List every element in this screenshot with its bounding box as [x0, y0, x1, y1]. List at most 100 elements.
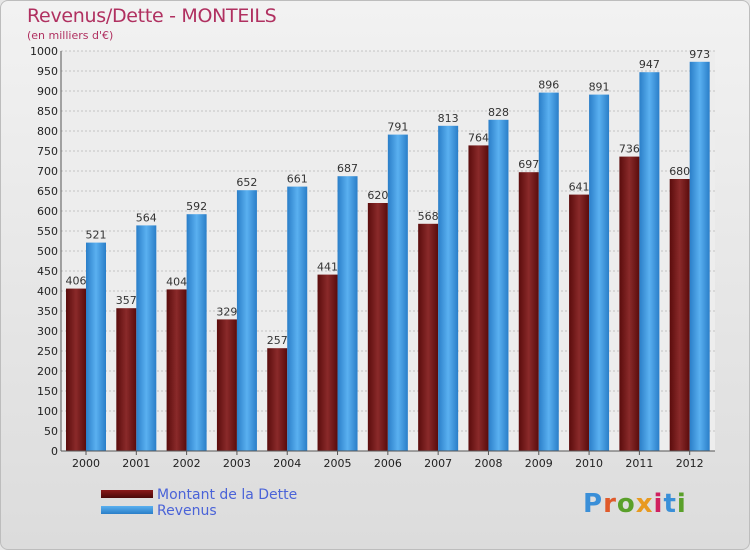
bar-debt — [367, 203, 388, 451]
bar-revenue — [689, 61, 710, 452]
x-tick-label: 2009 — [525, 457, 553, 470]
data-label-debt: 641 — [569, 181, 590, 194]
y-tick-label: 200 — [37, 365, 58, 378]
bar-revenue — [387, 134, 408, 451]
y-tick-label: 1000 — [30, 45, 58, 58]
y-tick-label: 900 — [37, 85, 58, 98]
data-label-debt: 357 — [116, 294, 137, 307]
data-label-revenue: 973 — [689, 48, 710, 61]
data-label-debt: 568 — [418, 210, 439, 223]
x-tick-label: 2003 — [223, 457, 251, 470]
data-label-debt: 764 — [468, 131, 489, 144]
data-label-revenue: 791 — [387, 121, 408, 134]
logo-letter: i — [676, 489, 687, 519]
data-label-debt: 697 — [518, 158, 539, 171]
bar-debt — [116, 308, 137, 451]
legend-swatch-debt — [101, 490, 153, 498]
y-tick-label: 150 — [37, 385, 58, 398]
y-tick-label: 500 — [37, 245, 58, 258]
x-tick-label: 2001 — [122, 457, 150, 470]
data-label-revenue: 896 — [538, 79, 559, 92]
bar-revenue — [538, 92, 559, 451]
x-tick-label: 2011 — [625, 457, 653, 470]
bar-debt — [518, 172, 539, 451]
y-tick-label: 450 — [37, 265, 58, 278]
x-tick-label: 2007 — [424, 457, 452, 470]
proxiti-logo: Proxiti — [583, 489, 687, 519]
x-tick-label: 2008 — [474, 457, 502, 470]
logo-letter: x — [635, 489, 654, 519]
y-tick-label: 350 — [37, 305, 58, 318]
bar-debt — [267, 348, 288, 451]
data-label-debt: 620 — [367, 189, 388, 202]
bar-debt — [317, 274, 338, 451]
data-label-debt: 329 — [216, 305, 237, 318]
bar-debt — [569, 194, 590, 451]
logo-letter: P — [583, 489, 604, 519]
data-label-debt: 680 — [669, 165, 690, 178]
y-tick-label: 0 — [51, 445, 58, 458]
x-tick-label: 2012 — [676, 457, 704, 470]
bar-revenue — [337, 176, 358, 451]
y-tick-label: 400 — [37, 285, 58, 298]
bar-debt — [619, 156, 640, 451]
y-tick-label: 700 — [37, 165, 58, 178]
legend-label-revenue: Revenus — [157, 503, 217, 519]
y-tick-label: 250 — [37, 345, 58, 358]
y-tick-label: 600 — [37, 205, 58, 218]
y-tick-label: 950 — [37, 65, 58, 78]
chart-title: Revenus/Dette - MONTEILS — [27, 5, 277, 27]
y-tick-label: 300 — [37, 325, 58, 338]
bar-debt — [468, 145, 489, 451]
bar-revenue — [589, 94, 610, 451]
x-tick-label: 2006 — [374, 457, 402, 470]
data-label-revenue: 687 — [337, 162, 358, 175]
data-label-revenue: 521 — [86, 229, 107, 242]
logo-letter: t — [663, 489, 677, 519]
x-tick-label: 2005 — [324, 457, 352, 470]
data-label-revenue: 947 — [639, 58, 660, 71]
logo-letter: i — [653, 489, 664, 519]
y-tick-label: 100 — [37, 405, 58, 418]
x-tick-label: 2010 — [575, 457, 603, 470]
x-tick-label: 2000 — [72, 457, 100, 470]
y-tick-label: 850 — [37, 105, 58, 118]
data-label-debt: 406 — [66, 275, 87, 288]
data-label-revenue: 592 — [186, 200, 207, 213]
bar-revenue — [639, 72, 660, 451]
data-label-debt: 441 — [317, 261, 338, 274]
bar-revenue — [136, 225, 157, 451]
logo-letter: o — [616, 489, 636, 519]
y-tick-label: 550 — [37, 225, 58, 238]
bar-revenue — [488, 119, 509, 452]
y-tick-label: 650 — [37, 185, 58, 198]
x-tick-label: 2002 — [173, 457, 201, 470]
data-label-debt: 404 — [166, 275, 187, 288]
bar-revenue — [438, 125, 459, 452]
y-tick-label: 50 — [44, 425, 58, 438]
y-tick-label: 800 — [37, 125, 58, 138]
bar-debt — [216, 319, 237, 451]
x-tick-label: 2004 — [273, 457, 301, 470]
data-label-debt: 736 — [619, 143, 640, 156]
data-label-debt: 257 — [267, 334, 288, 347]
legend-swatch-revenue — [101, 506, 153, 514]
bar-revenue — [287, 186, 308, 451]
bar-debt — [66, 288, 86, 451]
data-label-revenue: 891 — [589, 81, 610, 94]
data-label-revenue: 652 — [236, 176, 257, 189]
bar-debt — [166, 289, 187, 451]
data-label-revenue: 813 — [438, 112, 459, 125]
legend-label-debt: Montant de la Dette — [157, 487, 298, 503]
data-label-revenue: 564 — [136, 211, 157, 224]
bar-debt — [418, 223, 439, 451]
bar-revenue — [86, 242, 106, 451]
logo-letter: r — [603, 489, 617, 519]
bar-revenue — [236, 190, 257, 451]
chart-subtitle: (en milliers d'€) — [27, 29, 114, 42]
data-label-revenue: 828 — [488, 106, 509, 119]
y-tick-label: 750 — [37, 145, 58, 158]
bar-revenue — [186, 214, 207, 451]
